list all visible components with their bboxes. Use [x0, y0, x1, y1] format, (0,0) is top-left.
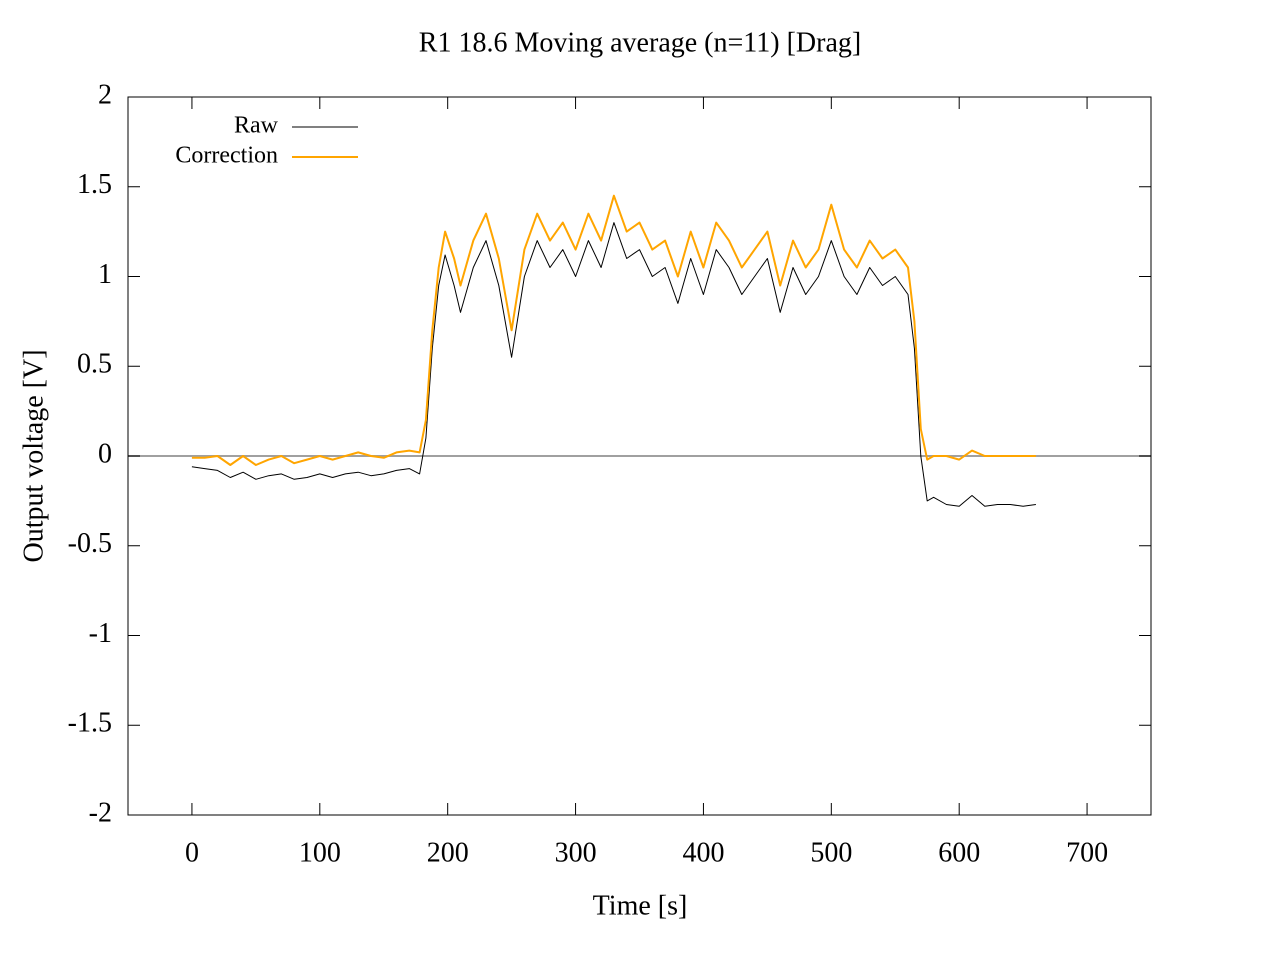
y-tick-label: 1.5 — [77, 169, 112, 200]
y-tick-label: -1.5 — [68, 708, 112, 739]
x-tick-label: 100 — [299, 837, 341, 868]
y-tick-label: 2 — [98, 79, 112, 110]
y-tick-label: -2 — [89, 797, 112, 828]
x-tick-label: 300 — [555, 837, 597, 868]
data-line — [191, 194, 1036, 466]
y-tick-label: 0.5 — [77, 349, 112, 380]
y-tick-label: -1 — [89, 618, 112, 649]
data-line — [191, 222, 1036, 507]
x-tick-label: 400 — [682, 837, 724, 868]
x-tick-label: 600 — [938, 837, 980, 868]
y-axis-label: Output voltage [V] — [18, 349, 49, 562]
legend-label: Raw — [234, 113, 279, 139]
y-tick-label: 0 — [98, 438, 112, 469]
chart-title: R1 18.6 Moving average (n=11) [Drag] — [419, 27, 861, 58]
x-tick-label: 0 — [185, 837, 199, 868]
y-tick-label: 1 — [98, 259, 112, 290]
legend-label: Correction — [175, 143, 278, 169]
x-tick-label: 200 — [427, 837, 469, 868]
x-tick-label: 500 — [810, 837, 852, 868]
plot-border — [127, 96, 1152, 816]
x-tick-label: 700 — [1066, 837, 1108, 868]
y-tick-label: -0.5 — [68, 528, 112, 559]
x-axis-label: Time [s] — [593, 890, 688, 921]
